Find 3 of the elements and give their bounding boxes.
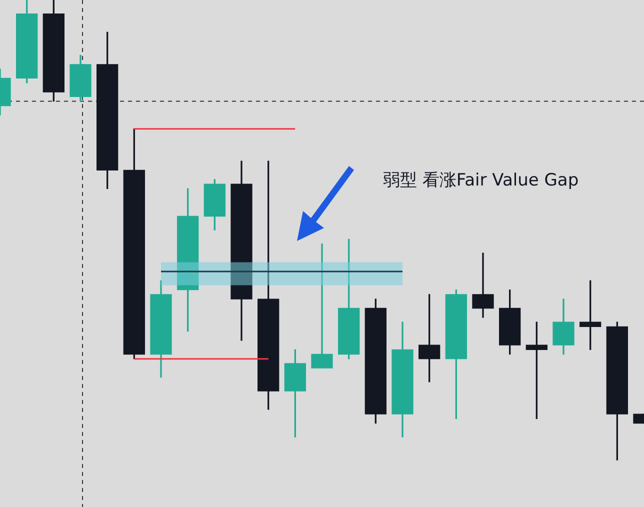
annotation: 弱型 看涨Fair Value Gap <box>383 170 579 190</box>
candlestick <box>472 252 494 318</box>
candlestick <box>311 244 333 368</box>
